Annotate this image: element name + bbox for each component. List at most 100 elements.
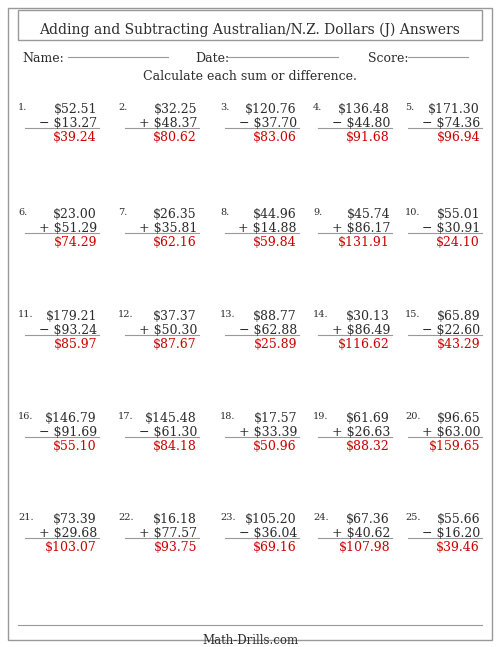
Text: 1.: 1.: [18, 103, 28, 112]
Text: + $77.57: + $77.57: [139, 527, 197, 540]
Text: $37.37: $37.37: [154, 310, 197, 323]
Text: − $74.36: − $74.36: [422, 117, 480, 130]
Text: + $86.17: + $86.17: [332, 222, 390, 235]
Text: $131.91: $131.91: [338, 236, 390, 249]
Text: 24.: 24.: [313, 513, 328, 522]
Text: $159.65: $159.65: [428, 440, 480, 453]
Text: $23.00: $23.00: [53, 208, 97, 221]
Text: Date:: Date:: [195, 52, 229, 65]
Text: $145.48: $145.48: [145, 412, 197, 425]
Text: Name:: Name:: [22, 52, 64, 65]
Text: $96.94: $96.94: [436, 131, 480, 144]
Text: + $48.37: + $48.37: [138, 117, 197, 130]
Text: $85.97: $85.97: [54, 338, 97, 351]
Text: 2.: 2.: [118, 103, 128, 112]
Text: − $62.88: − $62.88: [239, 324, 297, 337]
Text: Score:: Score:: [368, 52, 408, 65]
Text: 7.: 7.: [118, 208, 128, 217]
Text: 20.: 20.: [405, 412, 420, 421]
Text: + $40.62: + $40.62: [332, 527, 390, 540]
Text: + $14.88: + $14.88: [238, 222, 297, 235]
Text: $25.89: $25.89: [254, 338, 297, 351]
Text: $32.25: $32.25: [154, 103, 197, 116]
Text: + $63.00: + $63.00: [422, 426, 480, 439]
Text: 19.: 19.: [313, 412, 328, 421]
Text: $16.18: $16.18: [153, 513, 197, 526]
Text: $30.13: $30.13: [346, 310, 390, 323]
Text: 16.: 16.: [18, 412, 34, 421]
Text: $52.51: $52.51: [54, 103, 97, 116]
Text: + $86.49: + $86.49: [332, 324, 390, 337]
Text: + $35.81: + $35.81: [138, 222, 197, 235]
Text: Adding and Subtracting Australian/N.Z. Dollars (J) Answers: Adding and Subtracting Australian/N.Z. D…: [40, 23, 461, 37]
Text: $96.65: $96.65: [436, 412, 480, 425]
Text: $84.18: $84.18: [153, 440, 197, 453]
Text: − $30.91: − $30.91: [422, 222, 480, 235]
Text: $171.30: $171.30: [428, 103, 480, 116]
Text: − $37.70: − $37.70: [239, 117, 297, 130]
Text: $69.16: $69.16: [254, 541, 297, 554]
Text: − $91.69: − $91.69: [39, 426, 97, 439]
Text: − $36.04: − $36.04: [238, 527, 297, 540]
Text: $120.76: $120.76: [246, 103, 297, 116]
Text: $88.32: $88.32: [346, 440, 390, 453]
Text: $83.06: $83.06: [253, 131, 297, 144]
Text: $88.77: $88.77: [254, 310, 297, 323]
Text: 8.: 8.: [220, 208, 229, 217]
Text: $17.57: $17.57: [254, 412, 297, 425]
Text: $146.79: $146.79: [46, 412, 97, 425]
Text: $74.29: $74.29: [54, 236, 97, 249]
Text: $179.21: $179.21: [46, 310, 97, 323]
Text: 11.: 11.: [18, 310, 34, 319]
Text: $103.07: $103.07: [45, 541, 97, 554]
Text: 6.: 6.: [18, 208, 27, 217]
Text: + $50.30: + $50.30: [138, 324, 197, 337]
Text: $55.01: $55.01: [436, 208, 480, 221]
Text: Calculate each sum or difference.: Calculate each sum or difference.: [143, 70, 357, 83]
Text: $39.24: $39.24: [54, 131, 97, 144]
Text: $50.96: $50.96: [254, 440, 297, 453]
Text: 13.: 13.: [220, 310, 236, 319]
Bar: [18, 10, 482, 40]
Text: 5.: 5.: [405, 103, 414, 112]
Text: 25.: 25.: [405, 513, 420, 522]
Text: − $13.27: − $13.27: [39, 117, 97, 130]
Text: − $16.20: − $16.20: [422, 527, 480, 540]
Text: Math-Drills.com: Math-Drills.com: [202, 634, 298, 647]
Text: 22.: 22.: [118, 513, 134, 522]
Text: $116.62: $116.62: [338, 338, 390, 351]
Text: 21.: 21.: [18, 513, 34, 522]
Text: $107.98: $107.98: [338, 541, 390, 554]
Text: $43.29: $43.29: [436, 338, 480, 351]
Text: $91.68: $91.68: [346, 131, 390, 144]
Text: 14.: 14.: [313, 310, 328, 319]
Text: 12.: 12.: [118, 310, 134, 319]
Text: 23.: 23.: [220, 513, 236, 522]
Text: − $44.80: − $44.80: [332, 117, 390, 130]
Text: + $33.39: + $33.39: [238, 426, 297, 439]
Text: 10.: 10.: [405, 208, 420, 217]
Text: − $22.60: − $22.60: [422, 324, 480, 337]
Text: $65.89: $65.89: [436, 310, 480, 323]
Text: + $51.29: + $51.29: [39, 222, 97, 235]
Text: 15.: 15.: [405, 310, 420, 319]
Text: $55.66: $55.66: [436, 513, 480, 526]
Text: $44.96: $44.96: [254, 208, 297, 221]
Text: 3.: 3.: [220, 103, 230, 112]
Text: 4.: 4.: [313, 103, 322, 112]
Text: $93.75: $93.75: [154, 541, 197, 554]
Text: $45.74: $45.74: [346, 208, 390, 221]
Text: 17.: 17.: [118, 412, 134, 421]
Text: $67.36: $67.36: [346, 513, 390, 526]
Text: $73.39: $73.39: [54, 513, 97, 526]
Text: $136.48: $136.48: [338, 103, 390, 116]
Text: 9.: 9.: [313, 208, 322, 217]
Text: $55.10: $55.10: [54, 440, 97, 453]
Text: $26.35: $26.35: [154, 208, 197, 221]
Text: + $29.68: + $29.68: [39, 527, 97, 540]
Text: $24.10: $24.10: [436, 236, 480, 249]
Text: $39.46: $39.46: [436, 541, 480, 554]
Text: − $93.24: − $93.24: [39, 324, 97, 337]
Text: $87.67: $87.67: [154, 338, 197, 351]
Text: + $26.63: + $26.63: [332, 426, 390, 439]
